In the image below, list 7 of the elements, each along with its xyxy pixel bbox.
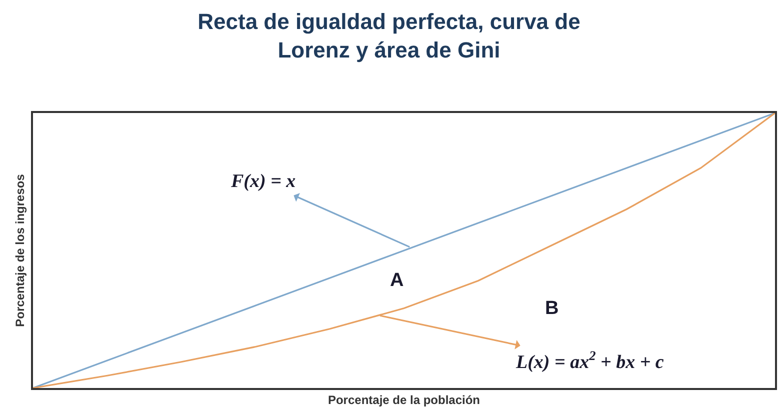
x-axis-title: Porcentaje de la población [328,392,480,407]
y-axis-title: Porcentaje de los ingresos [12,174,27,327]
annotation: A [390,270,404,291]
annotation: B [545,298,559,319]
annotation: F(x) = x [230,171,296,192]
annotation: L(x) = ax$^{2}$ + bx + c [515,348,664,373]
chart-title: Recta de igualdad perfecta, curva de Lorenz y área de Gini [198,8,580,63]
